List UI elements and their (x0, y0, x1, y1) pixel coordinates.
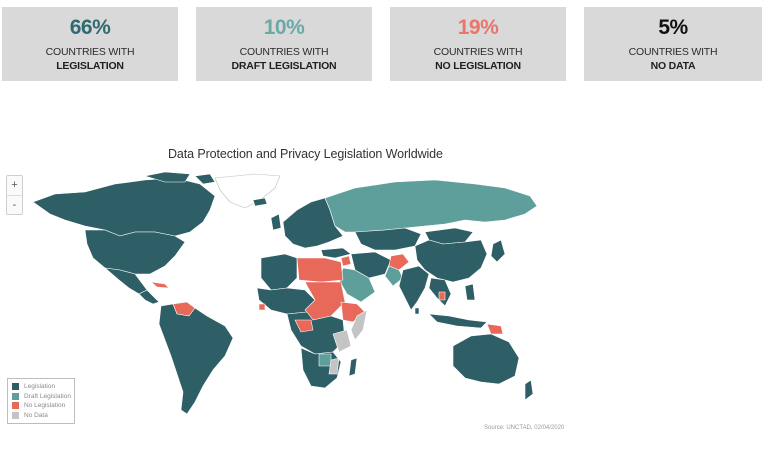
stats-summary: 66% COUNTRIES WITH LEGISLATION 10% COUNT… (0, 7, 768, 81)
legend-item-draft-legislation: Draft Legislation (12, 392, 71, 402)
stat-percent: 5% (658, 16, 688, 39)
stat-card-legislation: 66% COUNTRIES WITH LEGISLATION (2, 7, 178, 81)
legend-label: Legislation (24, 383, 56, 391)
region-zambia (318, 353, 332, 367)
legend-swatch (12, 402, 19, 410)
legend-swatch (12, 411, 19, 419)
region-north-africa-west (260, 253, 298, 291)
region-russia (324, 179, 538, 233)
legend-swatch (12, 383, 19, 391)
legend-label: Draft Legislation (24, 392, 71, 400)
region-japan (490, 239, 506, 263)
map-zoom-control: + - (6, 175, 23, 215)
region-greenland (214, 173, 281, 209)
zoom-out-button[interactable]: - (7, 195, 22, 214)
region-sierra-leone (258, 303, 266, 311)
region-indonesia (428, 313, 488, 329)
stat-percent: 19% (457, 16, 499, 39)
region-china (414, 239, 488, 283)
stat-label: COUNTRIES WITH (45, 46, 135, 58)
map-legend: Legislation Draft Legislation No Legisla… (7, 378, 75, 424)
legend-item-legislation: Legislation (12, 382, 70, 392)
legend-item-no-legislation: No Legislation (12, 401, 70, 411)
stat-category: DRAFT LEGISLATION (231, 60, 337, 72)
region-new-zealand (524, 379, 534, 401)
stat-percent: 10% (263, 16, 305, 39)
region-usa (84, 229, 186, 275)
region-arctic-islands (144, 171, 216, 185)
region-east-africa-nodata (332, 329, 352, 353)
region-philippines (464, 283, 476, 301)
legend-label: No Data (24, 411, 48, 419)
stat-card-no-legislation: 19% COUNTRIES WITH NO LEGISLATION (390, 7, 566, 81)
region-cambodia (438, 291, 446, 301)
legend-swatch (12, 392, 19, 400)
region-iceland (252, 197, 268, 207)
region-turkey (320, 247, 352, 259)
region-somalia (350, 309, 368, 341)
region-drc-north (294, 319, 314, 333)
region-cuba (150, 281, 170, 289)
stat-category: LEGISLATION (56, 60, 124, 72)
legend-label: No Legislation (24, 402, 66, 410)
zoom-in-button[interactable]: + (11, 179, 18, 191)
stat-label: COUNTRIES WITH (239, 46, 329, 58)
world-map[interactable] (25, 170, 545, 420)
region-syria (340, 255, 352, 267)
stat-category: NO LEGISLATION (435, 60, 521, 72)
stat-category: NO DATA (650, 60, 696, 72)
map-source: Source: UNCTAD, 02/04/2020 (484, 425, 565, 431)
region-madagascar (348, 357, 358, 377)
region-europe (282, 197, 344, 249)
region-mozambique (328, 357, 340, 375)
legend-item-no-data: No Data (12, 411, 70, 421)
stat-label: COUNTRIES WITH (433, 46, 523, 58)
region-central-america (138, 289, 160, 305)
stat-percent: 66% (69, 16, 111, 39)
region-afghanistan (388, 253, 410, 271)
region-south-america (158, 303, 234, 415)
stat-card-draft-legislation: 10% COUNTRIES WITH DRAFT LEGISLATION (196, 7, 372, 81)
region-central-asia (354, 227, 422, 251)
region-libya-egypt (296, 257, 344, 283)
region-pakistan (384, 265, 404, 287)
region-uk (270, 213, 282, 231)
stat-card-no-data: 5% COUNTRIES WITH NO DATA (584, 7, 762, 81)
region-india (398, 265, 430, 311)
region-canada (32, 177, 216, 237)
region-australia (452, 333, 520, 385)
region-sri-lanka (414, 307, 420, 315)
map-title: Data Protection and Privacy Legislation … (168, 147, 443, 161)
stat-label: COUNTRIES WITH (628, 46, 718, 58)
region-png (486, 323, 504, 335)
